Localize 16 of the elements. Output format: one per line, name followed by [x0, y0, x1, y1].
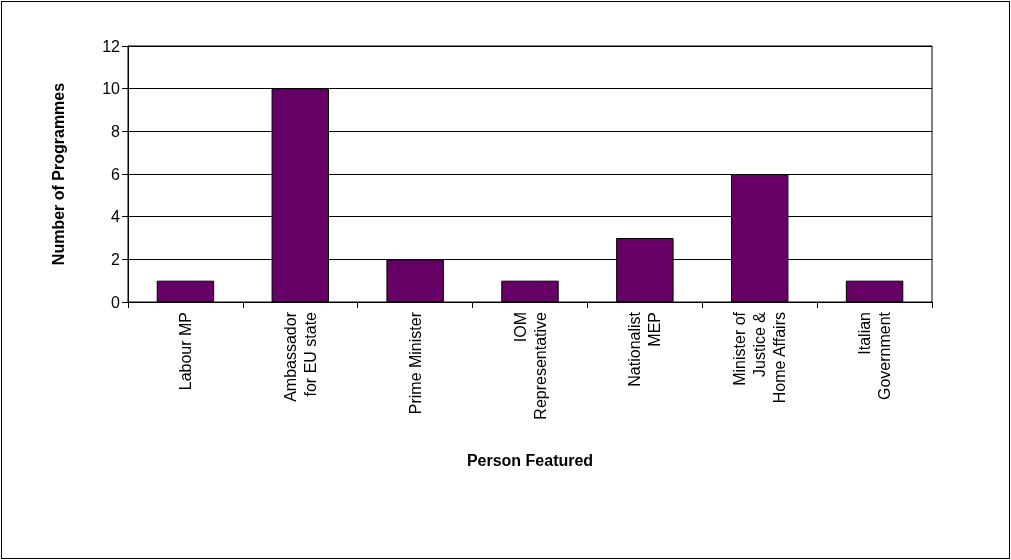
- y-axis-title: Number of Programmes: [49, 82, 67, 266]
- x-tick-label: Ambassador for EU state: [281, 311, 319, 402]
- y-tick-label: 2: [111, 250, 121, 268]
- y-tick-label: 0: [111, 293, 121, 311]
- x-tick-label: IOM Representative: [511, 311, 549, 420]
- y-tick-label: 12: [102, 37, 121, 55]
- x-tick-label: Labour MP: [176, 312, 194, 391]
- y-tick-label: 10: [102, 80, 121, 98]
- x-tick-label: Italian Government: [856, 311, 894, 401]
- x-axis-title: Person Featured: [466, 451, 594, 469]
- y-tick-label: 8: [111, 122, 121, 140]
- x-tick-label: Nationalist MEP: [626, 311, 664, 387]
- y-tick-label: 4: [111, 208, 121, 226]
- x-tick-label: Prime Minister: [406, 311, 424, 415]
- y-tick-label: 6: [111, 165, 121, 183]
- x-tick-label: Minister of Justice & Home Affairs: [731, 311, 789, 404]
